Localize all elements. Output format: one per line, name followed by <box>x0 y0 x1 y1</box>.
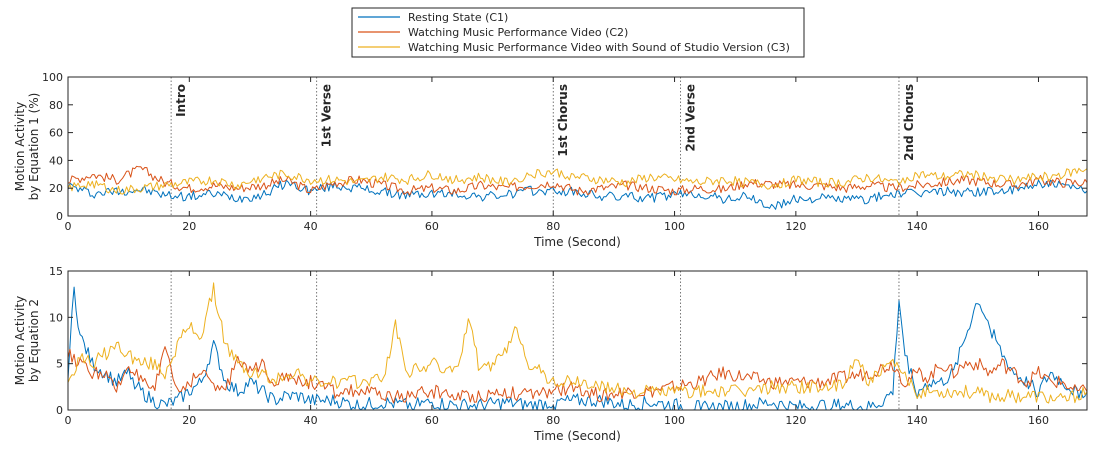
y-tick-label: 100 <box>42 71 63 84</box>
x-tick-label: 140 <box>907 220 928 233</box>
x-tick-label: 120 <box>785 220 806 233</box>
x-axis-label: Time (Second) <box>533 235 621 249</box>
x-tick-label: 20 <box>182 220 196 233</box>
x-tick-label: 60 <box>425 414 439 427</box>
segment-label: 1st Verse <box>320 84 334 147</box>
y-tick-label: 20 <box>49 182 63 195</box>
x-axis-label: Time (Second) <box>533 429 621 443</box>
x-tick-label: 100 <box>664 414 685 427</box>
x-tick-label: 60 <box>425 220 439 233</box>
x-tick-label: 40 <box>304 220 318 233</box>
series-line-c1 <box>68 287 1087 410</box>
y-tick-label: 40 <box>49 154 63 167</box>
x-tick-label: 0 <box>65 414 72 427</box>
x-tick-label: 100 <box>664 220 685 233</box>
y-axis-label: Motion Activityby Equation 1 (%) <box>13 93 41 201</box>
y-tick-label: 5 <box>56 358 63 371</box>
y-tick-label: 0 <box>56 210 63 223</box>
x-tick-label: 120 <box>785 414 806 427</box>
y-tick-label: 0 <box>56 404 63 417</box>
series-line-c3 <box>68 283 1087 403</box>
x-tick-label: 80 <box>546 414 560 427</box>
x-tick-label: 0 <box>65 220 72 233</box>
chart-panel-top: 0 20 40 60 80 100 120 140 160 0 20 40 60 80 100 Time (S… <box>13 71 1087 249</box>
legend-label: Resting State (C1) <box>408 11 508 24</box>
y-axis-label: Motion Activityby Equation 2 <box>13 296 41 385</box>
segment-label: 2nd Verse <box>684 84 698 152</box>
y-tick-label: 80 <box>49 99 63 112</box>
series-line-c3 <box>68 168 1087 194</box>
axes-box <box>68 271 1087 410</box>
y-axis-label-line: by Equation 1 (%) <box>27 93 41 201</box>
x-tick-label: 20 <box>182 414 196 427</box>
y-tick-label: 10 <box>49 311 63 324</box>
x-tick-label: 40 <box>304 414 318 427</box>
x-tick-label: 140 <box>907 414 928 427</box>
x-tick-label: 160 <box>1028 220 1049 233</box>
x-tick-label: 80 <box>546 220 560 233</box>
chart-panel-bottom: 0 20 40 60 80 100 120 140 160 0 5 10 15 Time (Second)… <box>13 265 1087 443</box>
segment-label: 1st Chorus <box>556 84 570 157</box>
y-axis-label-line: Motion Activity <box>13 102 27 191</box>
legend-label: Watching Music Performance Video with So… <box>408 41 790 54</box>
segment-label: 2nd Chorus <box>902 84 916 161</box>
y-tick-label: 60 <box>49 127 63 140</box>
y-axis-label-line: by Equation 2 <box>27 299 41 382</box>
y-tick-label: 15 <box>49 265 63 278</box>
legend-label: Watching Music Performance Video (C2) <box>408 26 628 39</box>
segment-label: Intro <box>174 84 188 117</box>
legend: Resting State (C1) Watching Music Perform… <box>352 8 804 57</box>
x-tick-label: 160 <box>1028 414 1049 427</box>
y-axis-label-line: Motion Activity <box>13 296 27 385</box>
